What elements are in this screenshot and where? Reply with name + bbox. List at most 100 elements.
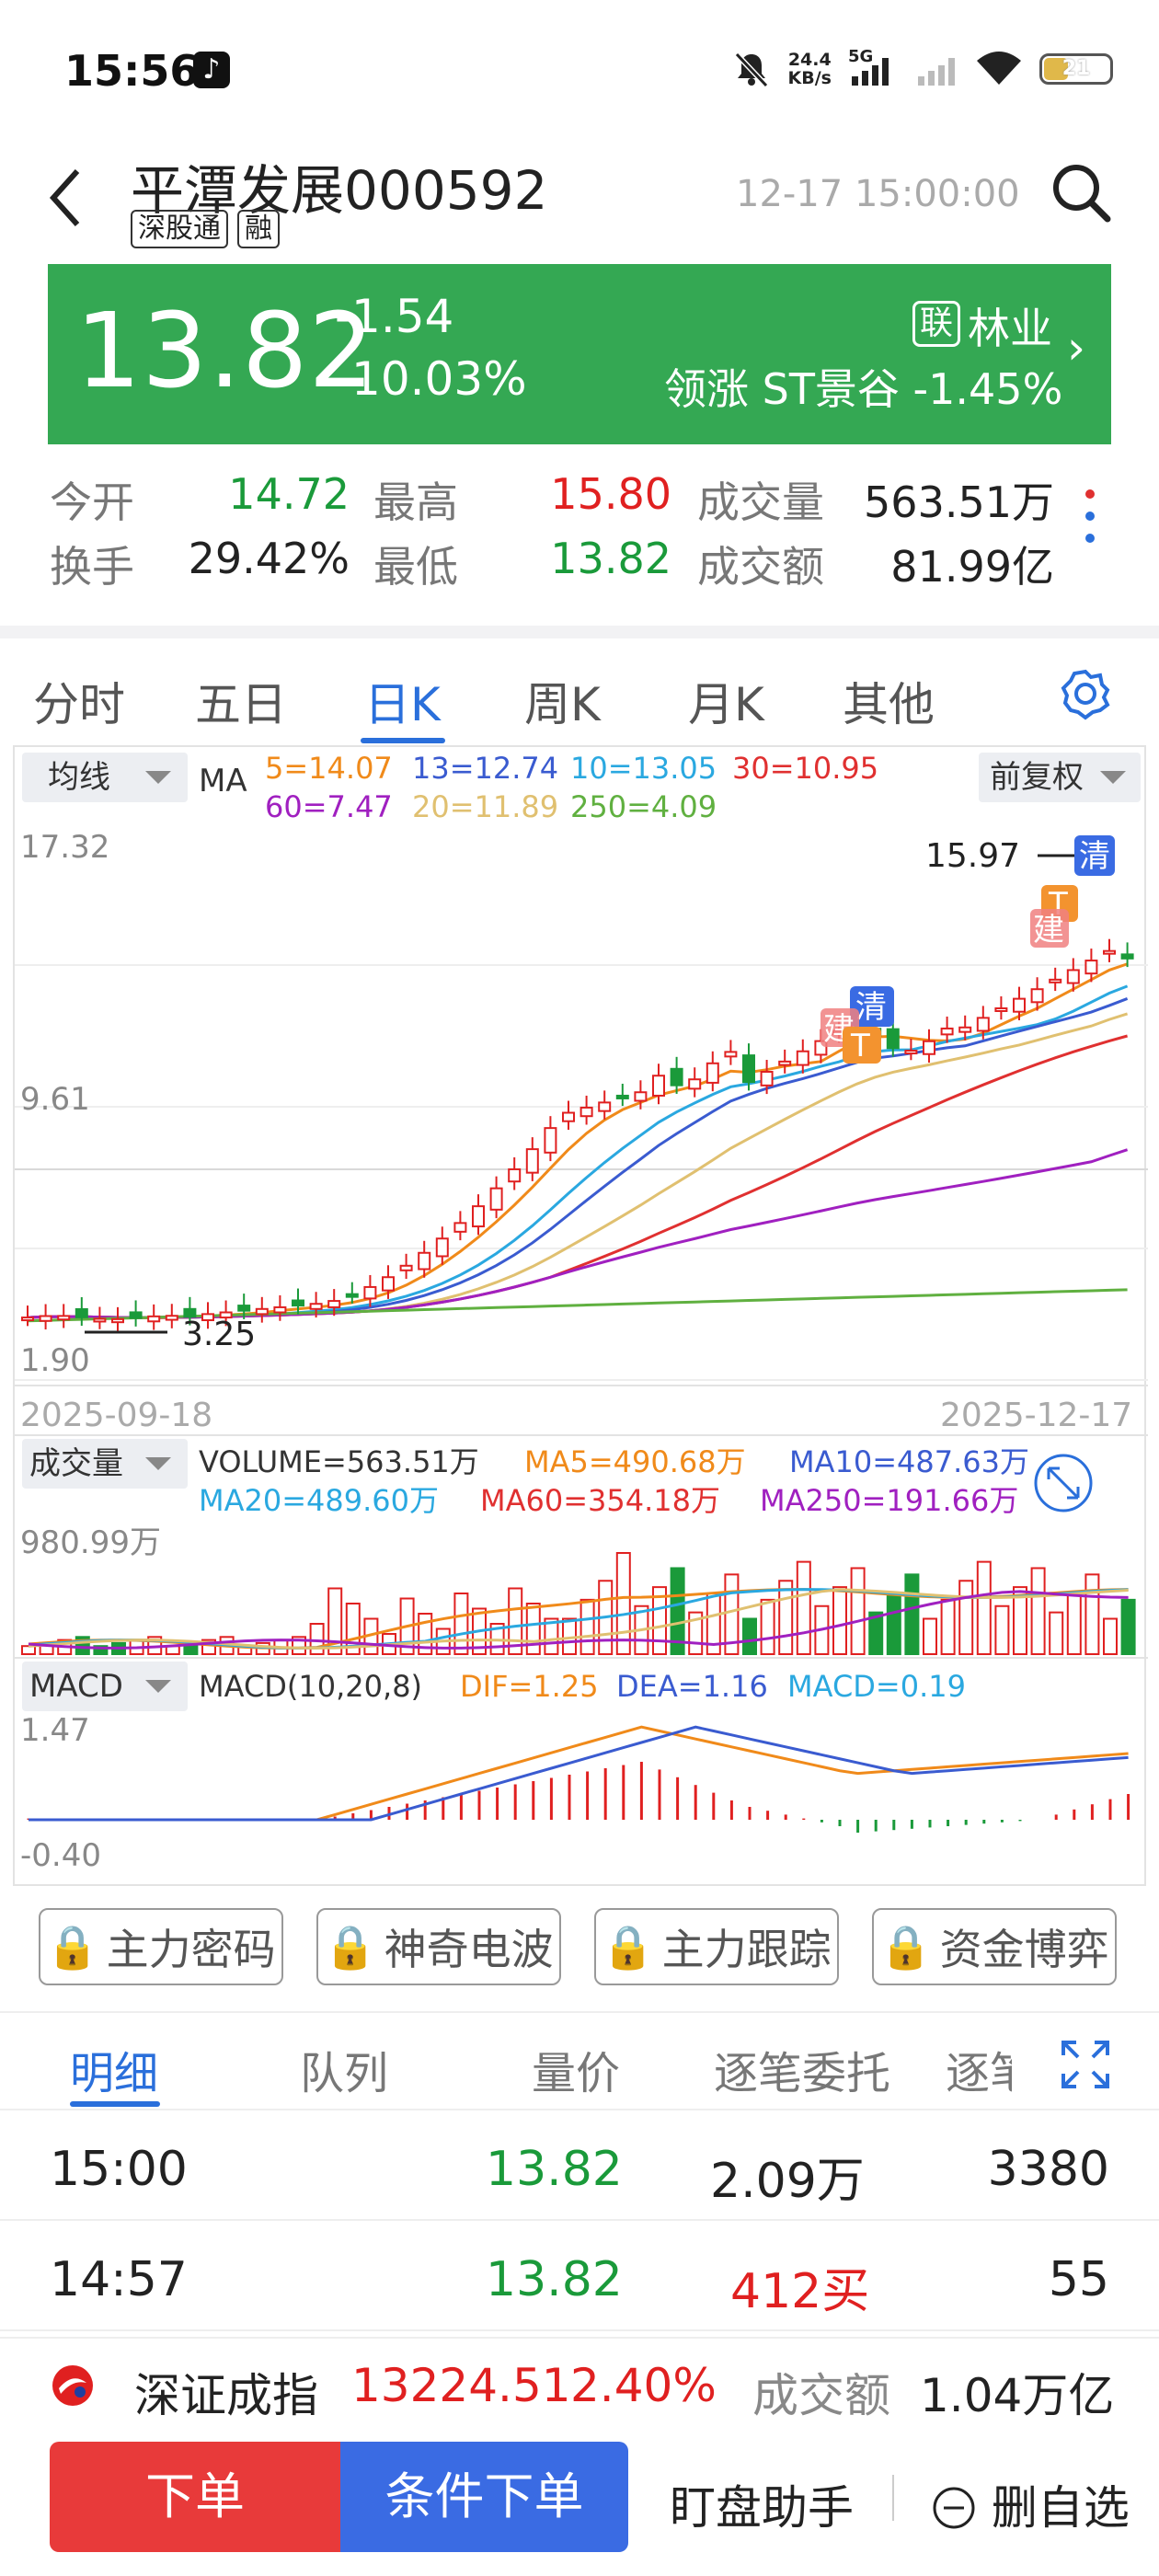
lock-icon: 🔒 [602,1921,655,1972]
volume-ma10: MA10=487.63万 [789,1444,1029,1479]
magic-wave-button[interactable]: 🔒 神奇电波 [316,1908,561,1985]
candle-body [39,1315,52,1322]
tiktok-icon: ♪ [193,52,230,88]
table-row[interactable]: 15:00 13.82 2.09万 3380 [0,2112,1159,2221]
watch-helper-button[interactable]: 盯盘助手 [670,2481,854,2535]
candle-body [472,1205,485,1228]
ma10-value: 10=13.05 [570,751,717,786]
volume-bar [670,1567,685,1655]
net-type: 5G [848,47,874,66]
button-label: 神奇电波 [384,1925,554,1974]
volume-bar [850,1567,866,1655]
volume-bar [868,1611,884,1655]
candle-body [1049,978,1062,983]
main-force-code-button[interactable]: 🔒 主力密码 [39,1908,283,1985]
remove-watchlist-button[interactable]: 删自选 [931,2471,1130,2537]
y-mid-label: 9.61 [20,1081,90,1118]
ma-selector[interactable] [22,753,188,802]
candle-body [615,1094,629,1099]
table-row[interactable]: 14:57 13.82 412买 55 [0,2223,1159,2331]
fullscreen-icon[interactable] [1060,2039,1111,2090]
ma20-line [27,1012,1129,1319]
ma-selector-label: 均线 [48,759,110,796]
ma13-value: 13=12.74 [412,751,558,786]
volume-label: 成交量 [697,477,824,527]
tab-volume-price[interactable]: 量价 [532,2048,621,2099]
tab-order-by-order[interactable]: 逐笔委托 [714,2048,891,2099]
bottom-action-bar: 下单 条件下单 盯盘助手 删自选 [0,2438,1159,2558]
candle-body [778,1060,792,1066]
volume-bar [976,1560,992,1655]
candle-body [562,1111,575,1122]
tab-detail[interactable]: 明细 [70,2048,159,2099]
candle-body [165,1315,178,1321]
kline-chart[interactable]: 均线 MA 5=14.07 13=12.74 10=13.05 30=10.95… [15,747,1148,1888]
settings-gear-icon[interactable] [1058,666,1113,721]
volume-bar [327,1587,343,1655]
candle-body [886,1028,900,1050]
tab-five-day[interactable]: 五日 [195,678,287,731]
main-force-track-button[interactable]: 🔒 主力跟踪 [594,1908,839,1985]
ma60-value: 60=7.47 [265,789,393,824]
candle-body [1084,960,1098,975]
macd-dif: DIF=1.25 [460,1669,599,1704]
index-value: 13224.51 [351,2359,571,2412]
volume-ma250: MA250=191.66万 [760,1483,1018,1518]
price-change: -1.54 [335,290,454,343]
candle-body [976,1017,990,1032]
marker-jian-right-text: 建 [1033,912,1064,949]
industry-name: 林业 [968,304,1052,353]
marker-qing-right-text: 清 [1079,838,1110,875]
candle-body [1013,997,1026,1013]
volume-bar [1049,1611,1064,1655]
more-stats-button[interactable] [1085,489,1096,556]
price-change-pct: -10.03% [335,352,527,406]
candle-body [273,1305,287,1314]
search-button[interactable] [1049,160,1113,224]
stock-tags: 深股通 融 [131,210,280,248]
signal-icon [852,58,889,86]
volume-y-top: 980.99万 [20,1524,161,1561]
candle-body [1030,988,1044,1004]
volume-selector[interactable] [22,1439,188,1489]
tab-daily-k[interactable]: 日K [364,678,441,731]
candle-body [634,1091,648,1102]
candle-body [580,1106,593,1118]
back-button[interactable] [46,166,83,240]
trade-markers: 清 T 建 清 建 T [820,835,1115,1064]
index-pct: 2.40% [570,2359,717,2412]
candle-body [760,1070,774,1087]
trade-price: 13.82 [486,2142,623,2197]
tab-queue[interactable]: 队列 [300,2048,389,2099]
y-top-label: 17.32 [20,829,109,866]
volume-ma60: MA60=354.18万 [480,1483,720,1518]
candle-body [292,1299,304,1307]
candle-body [652,1075,665,1097]
chevron-down-icon [145,1457,171,1470]
adjust-selector[interactable] [979,753,1141,802]
marker-jian-right [1030,909,1069,948]
macd-selector[interactable] [22,1662,188,1711]
tab-tick-by-tick[interactable]: 逐笔 [946,2048,1012,2099]
last-price: 13.82 [75,292,375,411]
volume-bar [1120,1598,1136,1655]
order-button[interactable]: 下单 [50,2442,340,2552]
macd-selector-label: MACD [29,1668,123,1705]
tab-intraday[interactable]: 分时 [33,678,125,731]
tab-weekly-k[interactable]: 周K [524,678,601,731]
volume-bar [508,1587,523,1655]
capital-game-button[interactable]: 🔒 资金博弈 [872,1908,1117,1985]
candle-body [688,1078,702,1090]
tab-monthly-k[interactable]: 月K [688,678,764,731]
trade-price: 13.82 [486,2252,623,2307]
conditional-order-button[interactable]: 条件下单 [340,2442,628,2552]
candle-body [183,1307,197,1318]
volume-bar [904,1573,920,1655]
volume-selector-label: 成交量 [29,1445,123,1482]
tab-other[interactable]: 其他 [843,678,935,731]
amount-label: 成交额 [697,542,824,592]
expand-chart-button[interactable] [1034,1454,1093,1512]
index-ticker[interactable]: 深证成指 13224.51 2.40% 成交额 1.04万亿 [0,2337,1159,2429]
mute-bell-icon [734,52,768,88]
trade-time: 15:00 [50,2142,188,2197]
